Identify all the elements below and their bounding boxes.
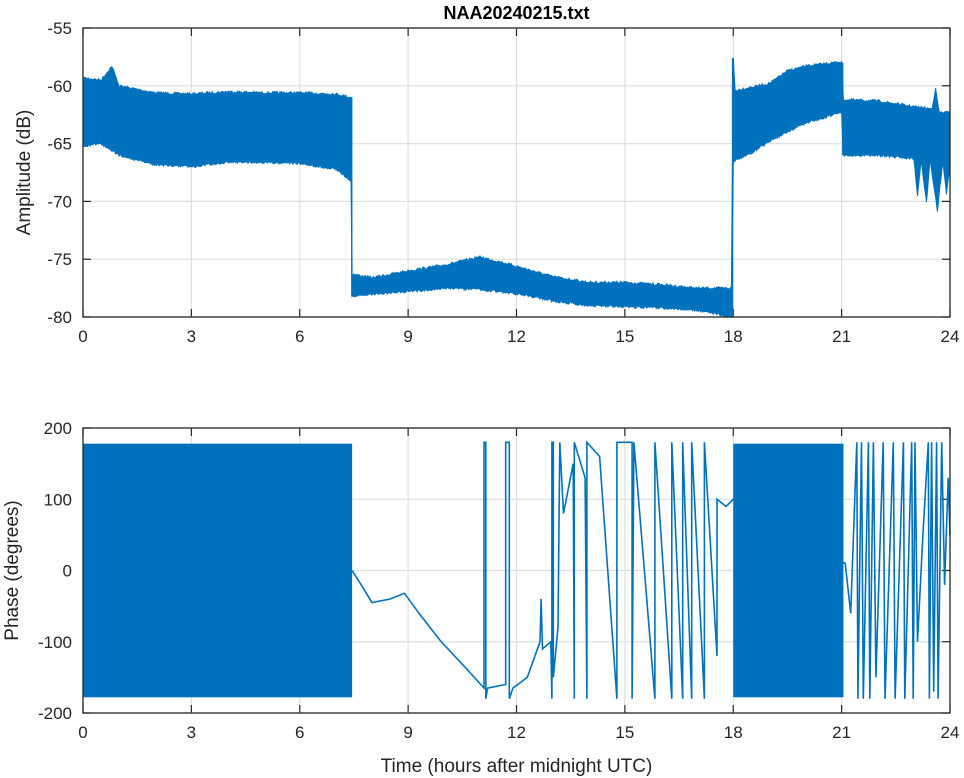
x-tick-label: 18 (724, 723, 743, 742)
chart-title: NAA20240215.txt (443, 3, 589, 23)
y-tick-label: -65 (47, 135, 72, 154)
x-tick-label: 12 (507, 723, 526, 742)
y-tick-label: -70 (47, 192, 72, 211)
y-axis-label: Amplitude (dB) (14, 110, 35, 236)
x-tick-label: 3 (187, 327, 196, 346)
y-tick-label: -100 (38, 633, 72, 652)
y-tick-label: 200 (44, 419, 72, 438)
phase-plot: 0 3 6 9 12 15 18 21 24 200 100 0 -100 -200 Time (hours… (2, 419, 959, 777)
y-tick-label: -80 (47, 308, 72, 327)
x-tick-label: 6 (295, 327, 304, 346)
x-tick-label: 12 (507, 327, 526, 346)
x-tick-label: 15 (615, 327, 634, 346)
x-tick-label: 21 (832, 327, 851, 346)
phase-wrap-band (83, 443, 353, 698)
x-tick-label: 9 (403, 723, 412, 742)
axes-box (82, 27, 951, 318)
x-tick-label: 15 (615, 723, 634, 742)
y-axis-label: Phase (degrees) (2, 500, 23, 640)
x-tick-label: 0 (78, 327, 87, 346)
y-tick-label: -75 (47, 250, 72, 269)
x-axis-label: Time (hours after midnight UTC) (381, 756, 653, 777)
y-tick-label: -200 (38, 704, 72, 723)
x-tick-label: 24 (941, 723, 960, 742)
x-tick-label: 9 (403, 327, 412, 346)
y-tick-label: -60 (47, 77, 72, 96)
y-tick-label: 0 (63, 562, 72, 581)
phase-wrap-band (733, 443, 844, 698)
y-tick-label: -55 (47, 19, 72, 38)
x-tick-label: 0 (78, 723, 87, 742)
amplitude-plot: 0 3 6 9 12 15 18 21 24 -55 -60 -65 -70 -75 -80 NAA20240… (14, 3, 959, 346)
x-tick-label: 3 (187, 723, 196, 742)
x-tick-label: 21 (832, 723, 851, 742)
x-tick-label: 24 (941, 327, 960, 346)
x-tick-label: 6 (295, 723, 304, 742)
axes-box (82, 427, 951, 714)
y-tick-label: 100 (44, 490, 72, 509)
phase-series-line (351, 440, 951, 700)
x-tick-label: 18 (724, 327, 743, 346)
